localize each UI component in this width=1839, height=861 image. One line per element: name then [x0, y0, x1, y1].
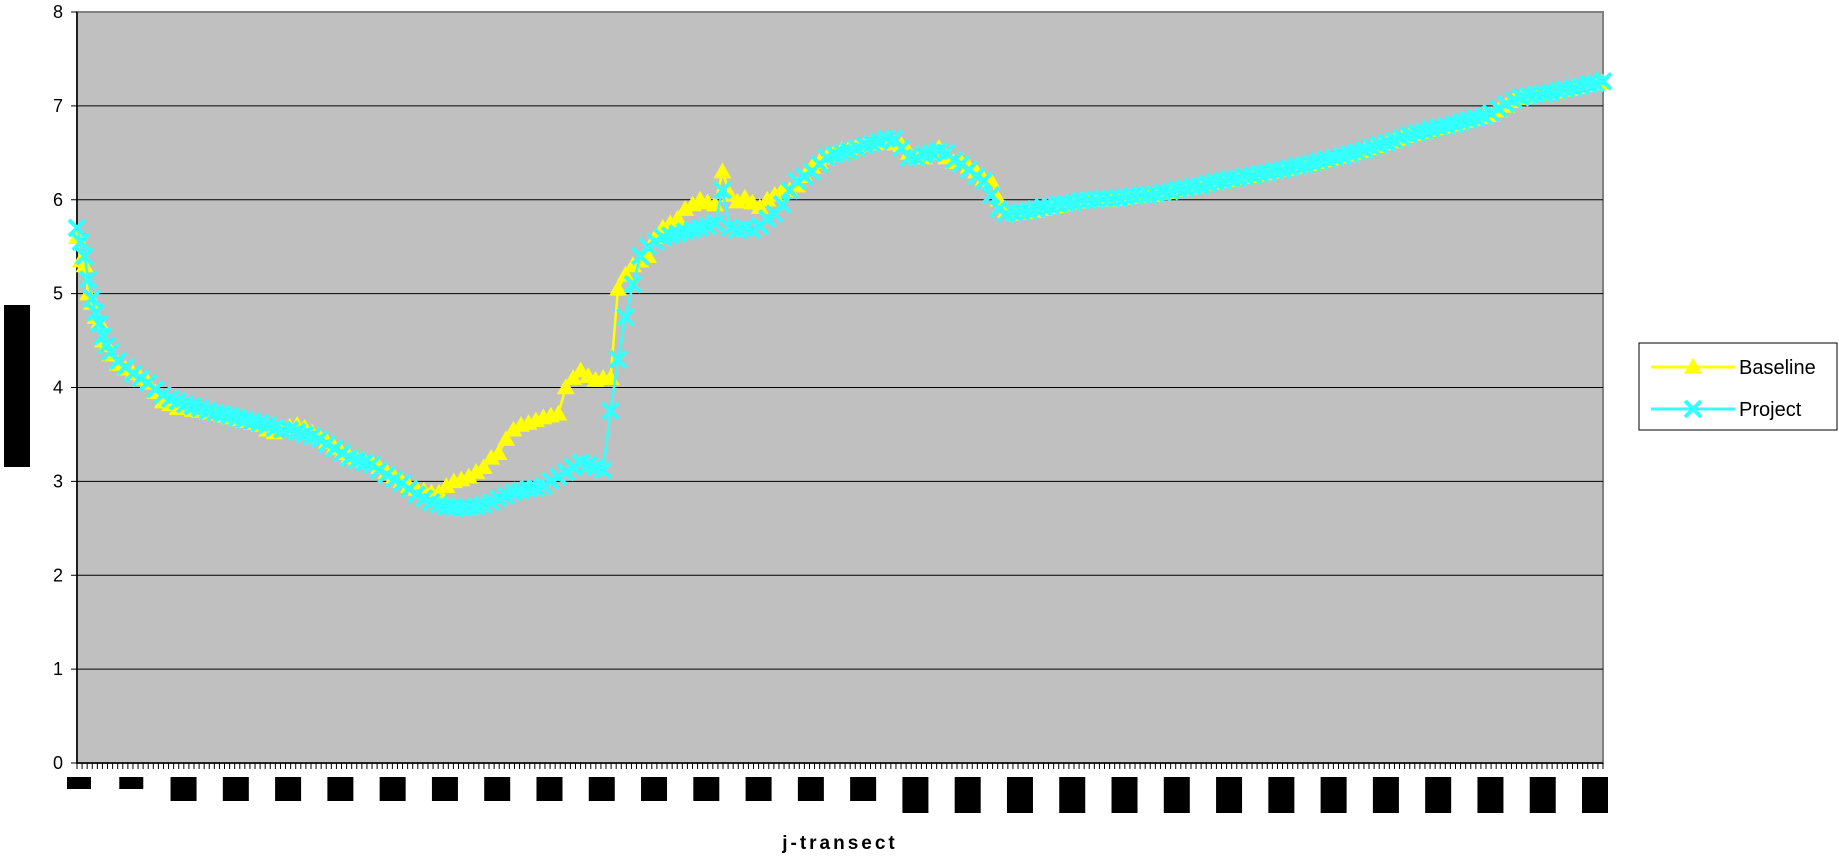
x-tick-label-block [1529, 777, 1556, 813]
data-point [1683, 399, 1703, 419]
data-point [451, 498, 471, 518]
series-project [67, 72, 1613, 518]
x-axis-title: j-transect [781, 833, 898, 854]
data-point [713, 162, 732, 179]
x-tick-label-block [536, 777, 563, 801]
data-point [504, 420, 523, 437]
x-tick-label-block [431, 777, 458, 801]
x-tick-label-block [1059, 777, 1086, 813]
data-point [668, 209, 687, 226]
data-point [82, 288, 102, 308]
data-point [1078, 190, 1098, 210]
x-tick-label-block [327, 777, 354, 801]
data-point [609, 279, 628, 296]
data-point [1593, 72, 1613, 91]
x-tick-label-block [379, 777, 406, 801]
y-tick-label: 2 [53, 565, 63, 585]
data-point [67, 218, 87, 238]
data-point [459, 467, 478, 484]
y-tick-label: 8 [53, 2, 63, 22]
data-point [549, 404, 568, 421]
y-tick-label: 7 [53, 96, 63, 116]
legend-label: Project [1739, 399, 1802, 421]
x-tick-label-block [222, 777, 249, 801]
x-tick-label-block [902, 777, 929, 813]
x-tick-label-block [693, 777, 720, 801]
x-tick-label-block [1111, 777, 1138, 813]
y-axis-title-block [4, 305, 30, 467]
data-point [71, 232, 91, 252]
data-point [676, 200, 695, 216]
data-point [1130, 185, 1150, 205]
y-tick-label: 0 [53, 753, 63, 773]
data-point [75, 246, 94, 266]
data-point [616, 307, 635, 327]
data-point [474, 458, 493, 475]
data-point [75, 256, 94, 273]
data-point [772, 195, 792, 214]
data-point [437, 477, 456, 493]
data-point [482, 448, 501, 465]
x-tick-label-block [1477, 777, 1504, 813]
y-tick-label: 6 [53, 190, 63, 210]
data-point [593, 460, 613, 480]
x-tick-label-block [1320, 777, 1347, 813]
x-tick-label-block [67, 777, 91, 789]
data-point [616, 265, 635, 282]
legend-item: Project [1651, 399, 1802, 421]
data-point [974, 171, 994, 191]
data-point [981, 185, 1001, 205]
data-point [78, 270, 98, 289]
y-tick-label: 1 [53, 659, 63, 679]
data-point [86, 302, 106, 322]
x-tick-label-block [1372, 777, 1399, 813]
x-tick-label-block [641, 777, 668, 801]
data-point [683, 195, 702, 212]
data-point [713, 180, 732, 200]
data-point [1684, 358, 1702, 374]
x-tick-label-block [1006, 777, 1033, 813]
x-tick-label-block [1163, 777, 1190, 813]
data-point [489, 444, 508, 460]
data-point [899, 148, 919, 167]
data-point [497, 430, 516, 446]
data-point [608, 349, 628, 369]
x-tick-label-block [1582, 777, 1608, 813]
x-tick-label-block [1425, 777, 1452, 813]
y-tick-label: 5 [53, 284, 63, 304]
x-tick-label-block [484, 777, 511, 801]
data-point [272, 420, 292, 440]
x-tick-label-block [1216, 777, 1243, 813]
x-tick-label-block [745, 777, 772, 801]
legend-item: Baseline [1651, 357, 1816, 379]
data-point [556, 378, 575, 395]
y-tick-label: 3 [53, 471, 63, 491]
legend [1638, 342, 1838, 431]
data-point [467, 462, 486, 479]
data-point [877, 129, 897, 149]
x-tick-label-block [275, 777, 302, 801]
x-tick-label-block [1268, 777, 1295, 813]
x-tick-label-block [119, 777, 144, 789]
data-point [623, 274, 643, 294]
x-tick-label-block [954, 777, 981, 813]
data-point [758, 190, 777, 207]
x-tick-label-block [588, 777, 615, 801]
data-point [705, 213, 725, 233]
data-point [810, 153, 829, 169]
data-point [661, 214, 680, 230]
x-tick-label-block [850, 777, 877, 801]
y-tick-label: 4 [53, 378, 63, 398]
data-point [601, 401, 620, 421]
data-point [1093, 189, 1113, 209]
x-tick-label-block [170, 777, 197, 801]
x-tick-label-block [797, 777, 824, 801]
legend-label: Baseline [1739, 357, 1816, 379]
data-point [765, 186, 784, 202]
data-point [444, 498, 464, 518]
